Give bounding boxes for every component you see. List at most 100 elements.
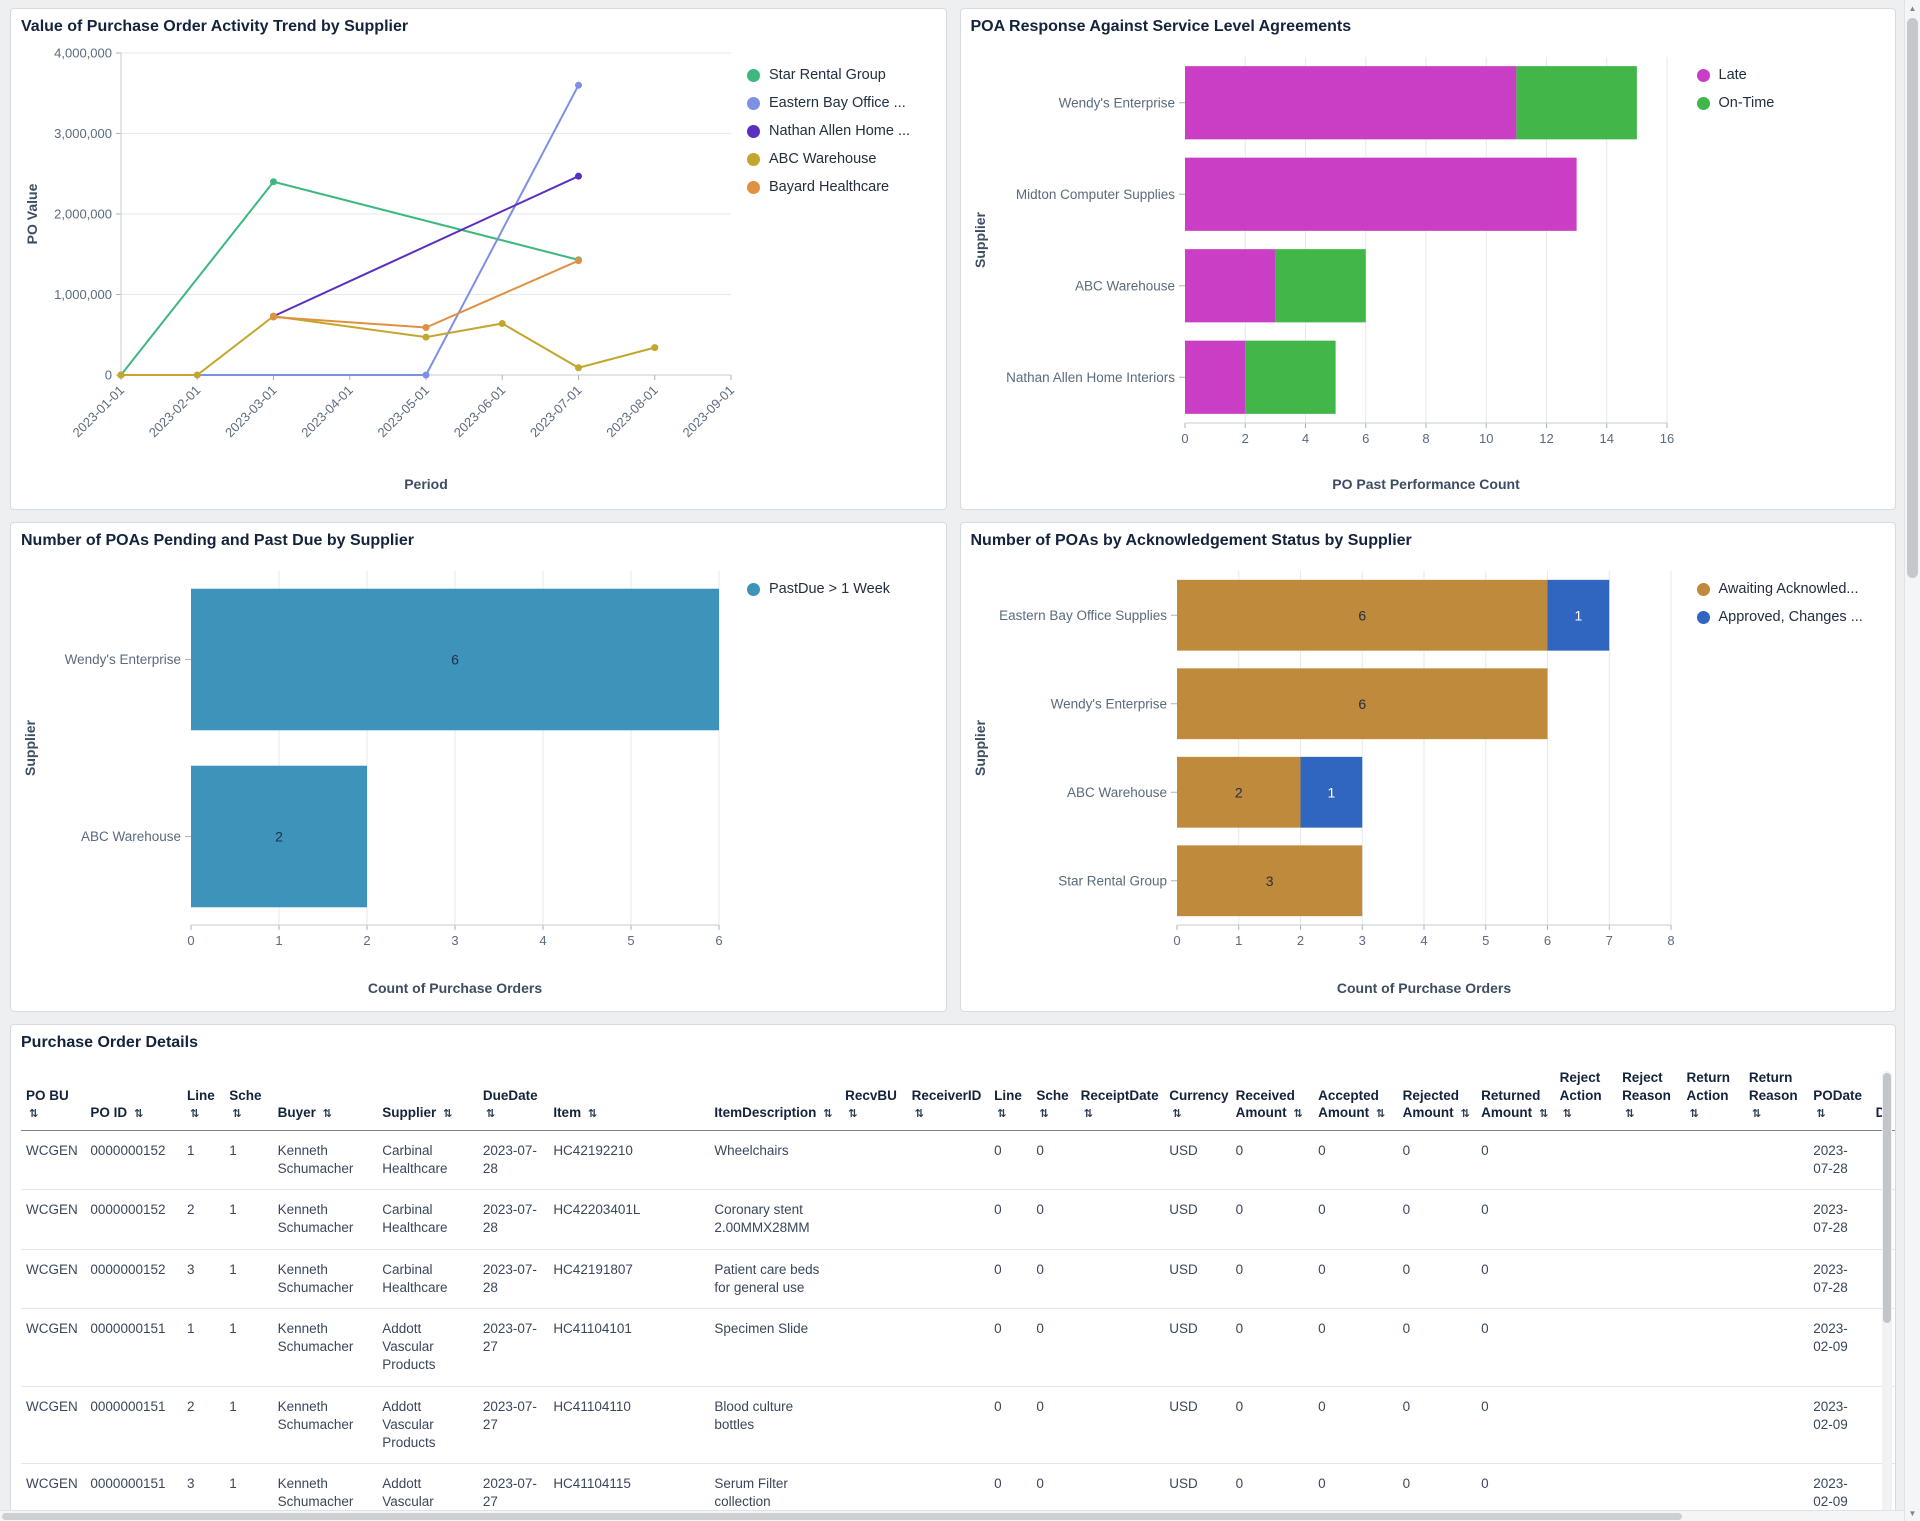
data-point[interactable] [193, 371, 201, 379]
bar-segment[interactable] [1184, 157, 1577, 231]
column-header-return-reason-22[interactable]: Return Reason ⇅ [1743, 1063, 1809, 1131]
column-header-return-action-21[interactable]: Return Action ⇅ [1681, 1063, 1744, 1131]
sort-icon[interactable]: ⇅ [1039, 1108, 1049, 1121]
legend-item[interactable]: Approved, Changes ... [1696, 609, 1885, 625]
data-point[interactable] [422, 324, 430, 332]
bar-segment[interactable] [1176, 579, 1548, 651]
column-header-receiptdate-13[interactable]: ReceiptDate ⇅ [1075, 1063, 1165, 1131]
legend-item[interactable]: PastDue > 1 Week [747, 581, 935, 597]
data-point[interactable] [422, 371, 430, 379]
sort-icon[interactable]: ⇅ [1083, 1108, 1093, 1121]
legend-item[interactable]: Nathan Allen Home ... [747, 123, 935, 139]
legend-item[interactable]: Awaiting Acknowled... [1696, 581, 1885, 597]
sort-icon[interactable]: ⇅ [997, 1108, 1007, 1121]
data-point[interactable] [651, 344, 659, 352]
sort-icon[interactable]: ⇅ [1460, 1108, 1470, 1121]
column-header-receiverid-10[interactable]: ReceiverID ⇅ [906, 1063, 990, 1131]
data-point[interactable] [575, 364, 582, 372]
sort-icon[interactable]: ⇅ [914, 1108, 924, 1121]
sort-icon[interactable]: ⇅ [29, 1108, 39, 1121]
bar-segment[interactable] [1300, 756, 1362, 828]
bar-segment[interactable] [1244, 340, 1336, 414]
bar-segment[interactable] [1184, 66, 1516, 140]
column-header-podate-23[interactable]: PODate ⇅ [1808, 1063, 1871, 1131]
table-cell: 0 [1476, 1189, 1555, 1250]
page-vertical-scrollbar[interactable]: ▲ ▼ [1904, 0, 1920, 1521]
legend-item[interactable]: Bayard Healthcare [747, 179, 935, 195]
column-header-reject-reason-20[interactable]: Reject Reason ⇅ [1617, 1063, 1682, 1131]
column-header-received-amount-15[interactable]: Received Amount ⇅ [1230, 1063, 1314, 1131]
bar-segment[interactable] [1184, 249, 1275, 323]
page-horizontal-scrollbar[interactable] [0, 1510, 1904, 1521]
column-header-itemdescription-8[interactable]: ItemDescription ⇅ [709, 1063, 841, 1131]
column-header-accepted-amount-16[interactable]: Accepted Amount ⇅ [1313, 1063, 1398, 1131]
legend-item[interactable]: Star Rental Group [747, 67, 935, 83]
column-header-buyer-4[interactable]: Buyer ⇅ [272, 1063, 378, 1131]
table-scrollbar-thumb[interactable] [1883, 1073, 1891, 1323]
column-header-po-id-1[interactable]: PO ID ⇅ [85, 1063, 183, 1131]
sort-icon[interactable]: ⇅ [485, 1108, 496, 1121]
data-point[interactable] [270, 313, 277, 321]
bar-segment[interactable] [191, 765, 367, 908]
sort-icon[interactable]: ⇅ [1172, 1108, 1182, 1121]
legend-item[interactable]: Eastern Bay Office ... [747, 95, 935, 111]
column-header-returned-amount-18[interactable]: Returned Amount ⇅ [1476, 1063, 1555, 1131]
column-header-line-11[interactable]: Line ⇅ [989, 1063, 1032, 1131]
column-header-currency-14[interactable]: Currency ⇅ [1164, 1063, 1231, 1131]
bar-segment[interactable] [1176, 756, 1301, 828]
sort-icon[interactable]: ⇅ [443, 1108, 453, 1121]
bar-segment[interactable] [1274, 249, 1366, 323]
sort-icon[interactable]: ⇅ [823, 1108, 833, 1121]
legend-item[interactable]: On-Time [1696, 95, 1885, 111]
legend-item[interactable]: ABC Warehouse [747, 151, 935, 167]
sort-icon[interactable]: ⇅ [1375, 1108, 1386, 1121]
sort-icon[interactable]: ⇅ [1689, 1108, 1699, 1121]
line-series[interactable] [121, 84, 580, 376]
sort-icon[interactable]: ⇅ [848, 1108, 858, 1121]
column-header-duedate-6[interactable]: DueDate ⇅ [477, 1063, 549, 1131]
line-series[interactable] [273, 175, 579, 318]
data-point[interactable] [422, 333, 430, 341]
bar-segment[interactable] [191, 588, 719, 731]
sort-icon[interactable]: ⇅ [190, 1108, 200, 1121]
horizontal-scrollbar-thumb[interactable] [2, 1513, 1682, 1520]
column-header-item-7[interactable]: Item ⇅ [548, 1063, 710, 1131]
data-point[interactable] [498, 319, 506, 327]
bar-segment[interactable] [1515, 66, 1637, 140]
bar-segment[interactable] [1184, 340, 1245, 414]
data-point[interactable] [117, 371, 125, 379]
sort-icon[interactable]: ⇅ [1293, 1108, 1303, 1121]
sort-icon[interactable]: ⇅ [1562, 1108, 1572, 1121]
scroll-up-arrow-icon[interactable]: ▲ [1908, 3, 1917, 13]
data-point[interactable] [575, 172, 582, 180]
sort-icon[interactable]: ⇅ [322, 1108, 332, 1121]
column-header-reject-action-19[interactable]: Reject Action ⇅ [1554, 1063, 1618, 1131]
sort-icon[interactable]: ⇅ [1538, 1108, 1549, 1121]
sort-icon[interactable]: ⇅ [587, 1108, 598, 1121]
column-header-sche-12[interactable]: Sche ⇅ [1031, 1063, 1076, 1131]
column-header-sche-3[interactable]: Sche ⇅ [224, 1063, 273, 1131]
bar-segment[interactable] [1176, 845, 1362, 917]
data-point[interactable] [575, 81, 582, 89]
column-header-recvbu-9[interactable]: RecvBU ⇅ [840, 1063, 907, 1131]
scroll-down-arrow-icon[interactable]: ▼ [1908, 1508, 1917, 1518]
sort-icon[interactable]: ⇅ [1816, 1108, 1826, 1121]
column-header-po-bu-0[interactable]: PO BU ⇅ [21, 1063, 86, 1131]
table-cell [1554, 1386, 1618, 1465]
sort-icon[interactable]: ⇅ [1751, 1108, 1762, 1121]
sort-icon[interactable]: ⇅ [232, 1108, 242, 1121]
legend-item[interactable]: Late [1696, 67, 1885, 83]
data-point[interactable] [270, 178, 277, 186]
sort-icon[interactable]: ⇅ [133, 1108, 144, 1121]
table-vertical-scrollbar[interactable] [1882, 1071, 1892, 1516]
column-header-rejected-amount-17[interactable]: Rejected Amount ⇅ [1397, 1063, 1477, 1131]
vertical-scrollbar-thumb[interactable] [1907, 18, 1918, 578]
sort-icon[interactable]: ⇅ [1625, 1108, 1635, 1121]
data-point[interactable] [575, 257, 582, 265]
bar-segment[interactable] [1176, 668, 1548, 740]
bar-segment[interactable] [1547, 579, 1609, 651]
column-header-line-2[interactable]: Line ⇅ [182, 1063, 225, 1131]
column-header-supplier-5[interactable]: Supplier ⇅ [377, 1063, 478, 1131]
line-series[interactable] [120, 180, 579, 376]
table-cell: Addott Vascular Products [377, 1308, 478, 1387]
